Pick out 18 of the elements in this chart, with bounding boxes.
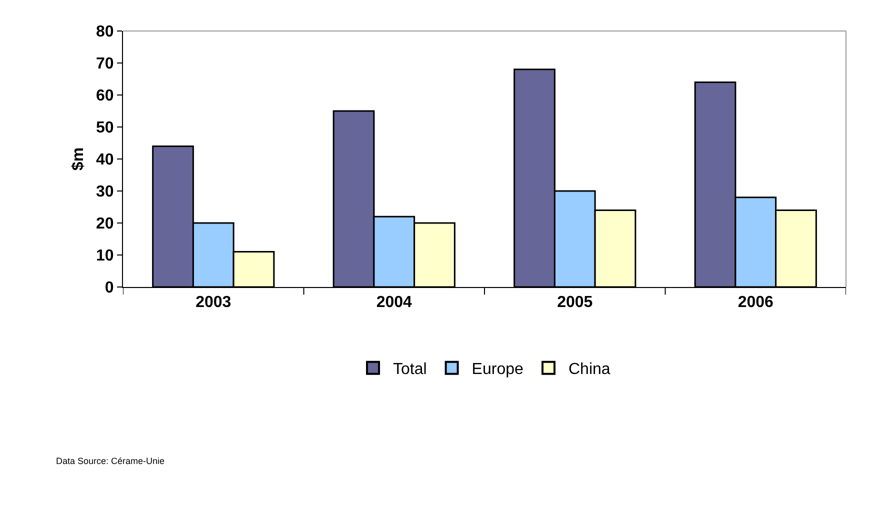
- x-tick-label: 2006: [738, 294, 774, 312]
- x-tick-label: 2005: [557, 294, 593, 312]
- y-tick-label: 60: [96, 88, 114, 105]
- legend-label: Total: [393, 361, 427, 378]
- legend-label: Europe: [472, 361, 524, 378]
- y-tick-label: 0: [104, 280, 114, 297]
- source-note: Data Source: Cérame-Unie: [56, 456, 165, 466]
- y-tick-label: 20: [96, 216, 114, 233]
- y-tick-label: 80: [96, 24, 114, 41]
- y-tick-label: 40: [96, 152, 114, 169]
- y-tick-label: 50: [96, 120, 114, 137]
- y-tick-label: 70: [96, 56, 114, 73]
- y-tick-label: 10: [96, 248, 114, 265]
- x-tick-label: 2003: [196, 294, 232, 312]
- x-tick-label: 2004: [376, 294, 412, 312]
- legend-label: China: [568, 361, 610, 378]
- y-axis-title: $m: [70, 147, 87, 171]
- y-tick-label: 30: [96, 184, 114, 201]
